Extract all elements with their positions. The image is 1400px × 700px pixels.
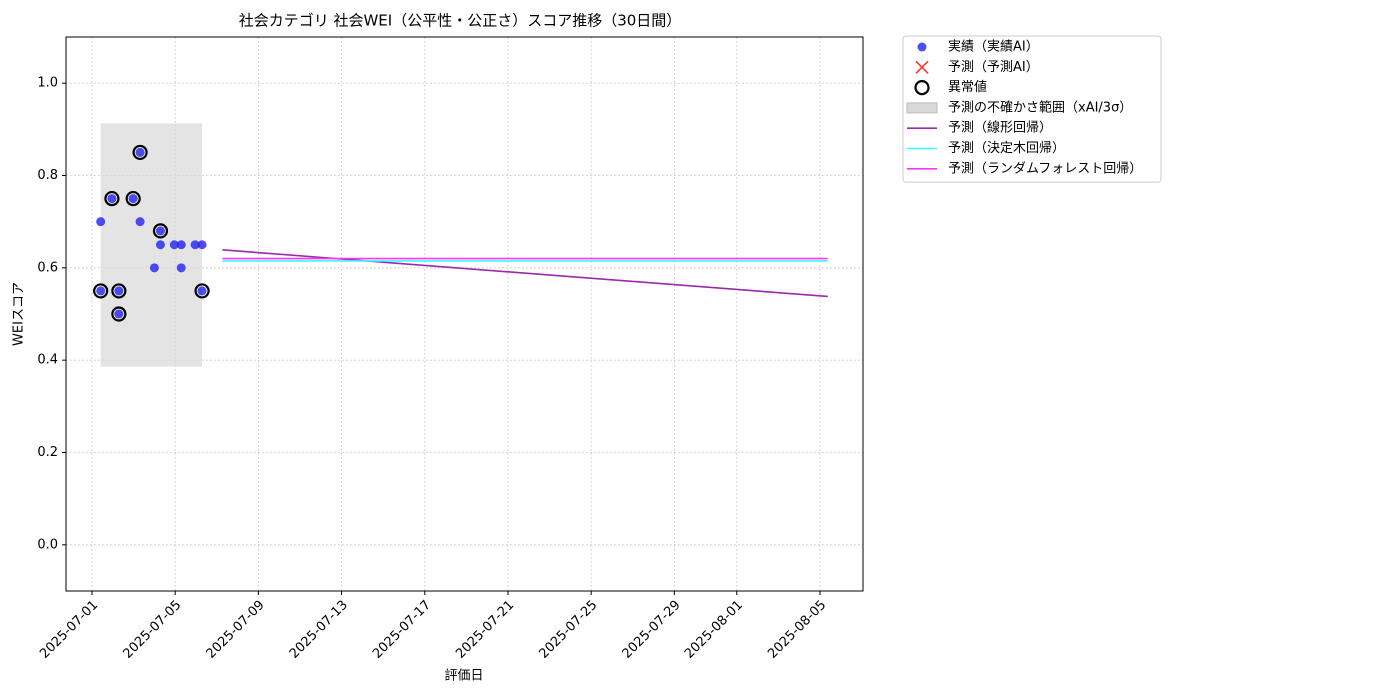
anomaly-point bbox=[93, 283, 109, 299]
legend-label: 予測の不確かさ範囲（xAI/3σ） bbox=[948, 99, 1132, 115]
y-tick-label: 0.8 bbox=[37, 168, 58, 183]
x-tick-label: 2025-07-09 bbox=[204, 598, 268, 662]
actual-point bbox=[128, 194, 138, 204]
x-tick-label: 2025-07-21 bbox=[453, 598, 517, 662]
actual-point bbox=[155, 226, 165, 236]
legend-label: 異常値 bbox=[948, 79, 987, 95]
actual-point bbox=[197, 286, 207, 296]
actual-point bbox=[96, 286, 106, 296]
x-tick-label: 2025-08-05 bbox=[765, 598, 829, 662]
prediction-line bbox=[222, 249, 828, 298]
anomaly-point bbox=[111, 306, 127, 322]
x-tick-label: 2025-07-13 bbox=[287, 598, 351, 662]
legend-label: 予測（ランダムフォレスト回帰） bbox=[948, 160, 1142, 176]
anomaly-point bbox=[125, 190, 141, 207]
actual-point bbox=[135, 217, 145, 227]
anomaly-point bbox=[132, 144, 148, 161]
actual-point bbox=[149, 263, 159, 273]
anomaly-point bbox=[111, 283, 127, 299]
actual-point bbox=[197, 240, 207, 250]
x-tick-label: 2025-07-17 bbox=[370, 598, 434, 662]
legend-marker bbox=[917, 42, 927, 52]
actual-point bbox=[155, 240, 165, 250]
actual-point bbox=[169, 240, 179, 250]
anomaly-point bbox=[104, 190, 120, 207]
anomaly-point bbox=[152, 223, 169, 239]
legend-label: 予測（決定木回帰） bbox=[948, 140, 1065, 156]
legend-marker bbox=[914, 79, 930, 96]
legend-marker bbox=[906, 102, 938, 114]
actual-point bbox=[96, 217, 106, 227]
actual-point bbox=[107, 194, 117, 204]
plot-frame bbox=[65, 36, 864, 592]
actual-point bbox=[190, 240, 200, 250]
legend-label: 予測（線形回帰） bbox=[948, 120, 1052, 136]
y-tick-label: 0.0 bbox=[37, 537, 58, 552]
actual-point bbox=[114, 286, 124, 296]
x-tick-label: 2025-07-25 bbox=[536, 598, 600, 662]
y-tick-label: 1.0 bbox=[37, 76, 58, 91]
legend-marker bbox=[915, 60, 929, 74]
anomaly-point bbox=[194, 283, 210, 299]
y-tick-label: 0.4 bbox=[37, 353, 58, 368]
y-tick-label: 0.2 bbox=[37, 445, 58, 460]
uncertainty-band bbox=[100, 123, 203, 367]
x-tick-label: 2025-07-05 bbox=[120, 598, 184, 662]
chart-title: 社会カテゴリ 社会WEI（公平性・公正さ）スコア推移（30日間） bbox=[239, 12, 682, 30]
actual-point bbox=[114, 309, 124, 319]
legend-box bbox=[902, 35, 1162, 183]
actual-point bbox=[176, 240, 186, 250]
x-axis-label: 評価日 bbox=[444, 669, 483, 684]
x-tick-label: 2025-07-29 bbox=[620, 598, 684, 662]
actual-point bbox=[176, 263, 186, 273]
legend-label: 実績（実績AI） bbox=[948, 39, 1039, 55]
y-axis-label: WEIスコア bbox=[12, 282, 27, 346]
x-tick-label: 2025-07-01 bbox=[37, 598, 101, 662]
actual-point bbox=[135, 147, 145, 157]
x-tick-label: 2025-08-01 bbox=[682, 598, 746, 662]
legend-label: 予測（予測AI） bbox=[948, 60, 1039, 75]
y-tick-label: 0.6 bbox=[37, 260, 58, 275]
